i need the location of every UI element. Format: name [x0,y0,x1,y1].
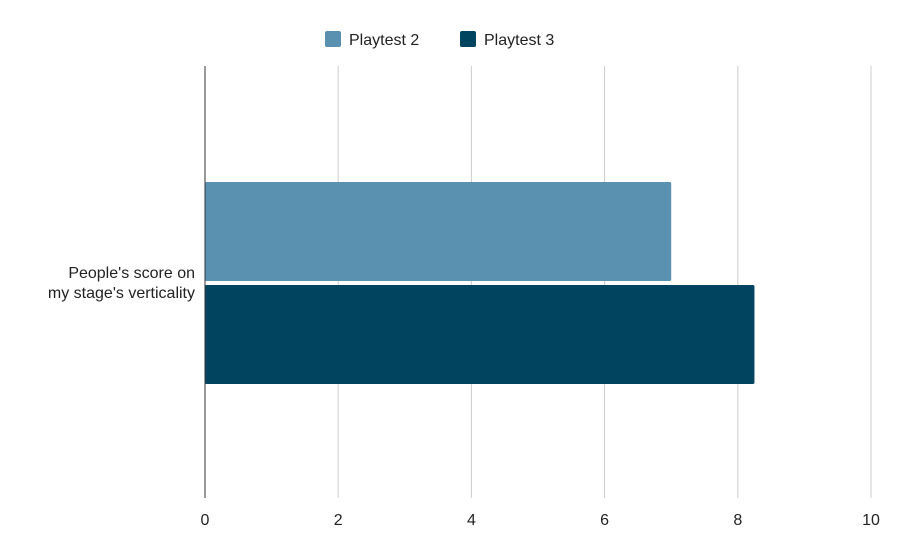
category-label: my stage's verticality [48,285,195,302]
category-label: People's score on [68,265,195,282]
x-tick-label: 0 [201,512,210,529]
legend-swatch [325,31,341,47]
bar-playtest-2 [205,182,672,281]
legend-label: Playtest 3 [484,32,554,49]
x-tick-label: 6 [600,512,609,529]
gridlines [337,66,872,498]
legend-swatch [460,31,476,47]
category-labels: People's score on my stage's verticality [48,265,195,302]
legend: Playtest 2 Playtest 3 [325,31,554,49]
x-tick-label: 2 [334,512,343,529]
x-tick-label: 10 [862,512,880,529]
legend-label: Playtest 2 [349,32,419,49]
x-tick-label: 8 [733,512,742,529]
bars [205,182,755,384]
x-tick-label: 4 [467,512,476,529]
bar-playtest-3 [205,285,755,384]
x-axis-ticks: 0 2 4 6 8 10 [201,512,880,529]
